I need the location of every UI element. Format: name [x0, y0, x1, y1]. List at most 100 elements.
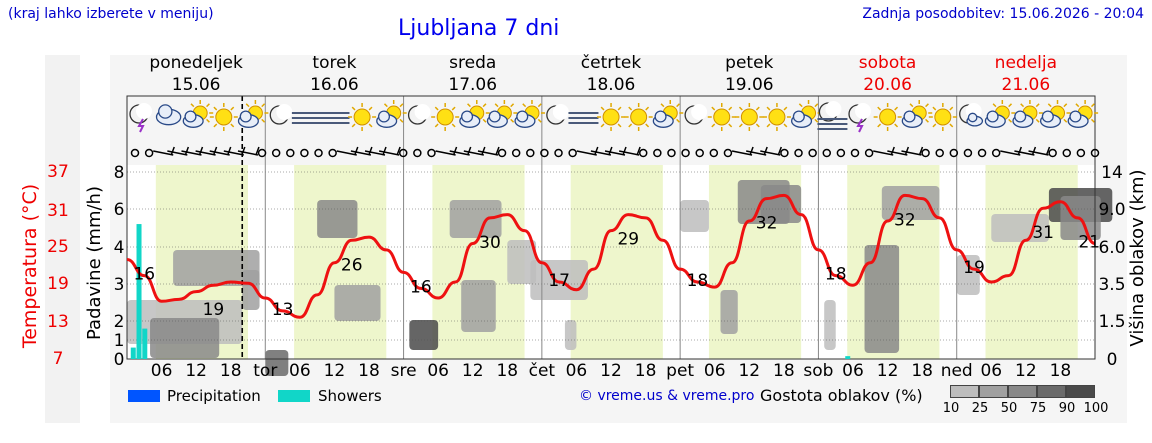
shower-bar — [130, 347, 136, 359]
wind-calm-icon — [822, 148, 832, 158]
moon-shadow — [276, 104, 293, 120]
wind-calm-icon — [667, 148, 676, 158]
sun-ray — [783, 106, 788, 111]
cloud-cover-area — [265, 350, 289, 376]
wind-calm-icon — [836, 148, 846, 158]
temperature-label: 29 — [617, 230, 639, 250]
sun-icon — [740, 108, 758, 126]
cloud-height-tick: 9.0 — [1098, 200, 1125, 220]
sun-ray — [711, 123, 716, 128]
temperature-label: 18 — [825, 265, 847, 285]
wind-barb-icon — [195, 150, 216, 156]
cloud-icon — [158, 104, 173, 119]
sun-ray — [383, 103, 388, 108]
hour-tick: 12 — [324, 361, 346, 381]
wind-calm-icon — [300, 148, 309, 158]
sun-ray — [1035, 118, 1040, 123]
wind-barb-icon — [604, 150, 626, 156]
wind-calm-icon — [921, 148, 930, 158]
cloud-cover-area — [334, 285, 381, 321]
sun-ray — [992, 103, 997, 108]
copyright-link[interactable]: © vreme.us & vreme.pro — [579, 388, 755, 404]
sun-ray — [894, 106, 899, 111]
wind-calm-icon — [314, 148, 323, 158]
wind-calm-icon — [1062, 148, 1072, 158]
plot-border — [126, 95, 1096, 360]
cloud-cover-area — [242, 270, 260, 310]
sun-ray — [261, 118, 266, 123]
sun-ray — [213, 106, 218, 111]
day-short-label: tor — [253, 361, 277, 381]
cloud-cover-area — [680, 200, 709, 232]
wind-barb-icon — [618, 150, 640, 156]
density-level: 90 — [1058, 401, 1076, 416]
page-title: Ljubljana 7 dni — [398, 16, 560, 41]
sun-ray — [482, 118, 487, 123]
wind-barb-icon — [901, 150, 922, 156]
sun-ray — [932, 106, 937, 111]
wind-calm-icon — [271, 148, 281, 158]
moon-shadow — [825, 101, 842, 117]
lightning-icon — [137, 118, 145, 133]
wind-barb-icon — [350, 150, 372, 156]
sun-ray — [600, 106, 605, 111]
cloud-cover-area — [720, 290, 738, 334]
hour-tick: 06 — [151, 361, 173, 381]
cloud-icon — [903, 110, 916, 123]
wind-calm-icon — [511, 148, 521, 158]
sun-ray — [1020, 103, 1025, 108]
cloud-cover-area — [864, 245, 900, 353]
sun-ray — [877, 123, 882, 128]
wind-calm-icon — [991, 148, 1001, 158]
temp-tick: 37 — [47, 162, 69, 182]
wind-calm-icon — [935, 148, 944, 158]
sun-ray — [351, 106, 356, 111]
sun-ray — [1090, 103, 1095, 108]
day-date: 18.06 — [587, 75, 636, 95]
hour-tick: 12 — [600, 361, 622, 381]
sun-ray — [261, 103, 266, 108]
wind-calm-icon — [328, 148, 337, 158]
wind-barb-icon — [1000, 150, 1021, 156]
wind-barb-icon — [887, 150, 908, 156]
sun-ray — [399, 118, 404, 123]
day-short-label: pet — [666, 361, 694, 381]
temperature-label: 26 — [341, 255, 363, 275]
cloud-icon — [377, 110, 391, 123]
cloud-cover-area — [317, 200, 358, 238]
hour-tick: 06 — [842, 361, 864, 381]
precip-tick: 6 — [114, 200, 125, 220]
moon-shadow — [414, 104, 431, 120]
sun-ray — [451, 106, 456, 111]
wind-barb-icon — [368, 146, 373, 156]
wind-barb-icon — [184, 146, 190, 156]
hour-tick: 18 — [496, 361, 518, 381]
cloud-icon — [184, 110, 197, 123]
wind-calm-icon — [257, 148, 267, 158]
day-short-label: sob — [803, 361, 833, 381]
sun-ray — [351, 123, 356, 128]
hour-tick: 12 — [462, 361, 484, 381]
sun-icon — [768, 108, 786, 126]
sun-ray — [494, 103, 499, 108]
location-hint: (kraj lahko izberete v meniju) — [8, 6, 214, 22]
precip-tick: 3 — [114, 275, 125, 295]
hour-tick: 18 — [358, 361, 380, 381]
cloud-cover-area — [173, 250, 260, 286]
temperature-label: 32 — [756, 214, 778, 234]
wind-barb-icon — [223, 150, 244, 156]
day-date: 16.06 — [310, 75, 359, 95]
sun-ray — [925, 103, 929, 108]
sun-ray — [728, 106, 733, 111]
wind-barb-icon — [608, 146, 613, 156]
wind-barb-icon — [1045, 146, 1051, 156]
sun-ray — [798, 103, 803, 108]
sun-ray — [206, 103, 210, 108]
wind-barb-icon — [890, 146, 895, 156]
sun-ray — [628, 106, 633, 111]
wind-calm-icon — [723, 148, 733, 158]
temperature-label: 13 — [272, 300, 294, 320]
wind-calm-icon — [1048, 148, 1057, 158]
wind-barb-icon — [241, 146, 246, 156]
sun-icon — [879, 108, 897, 126]
